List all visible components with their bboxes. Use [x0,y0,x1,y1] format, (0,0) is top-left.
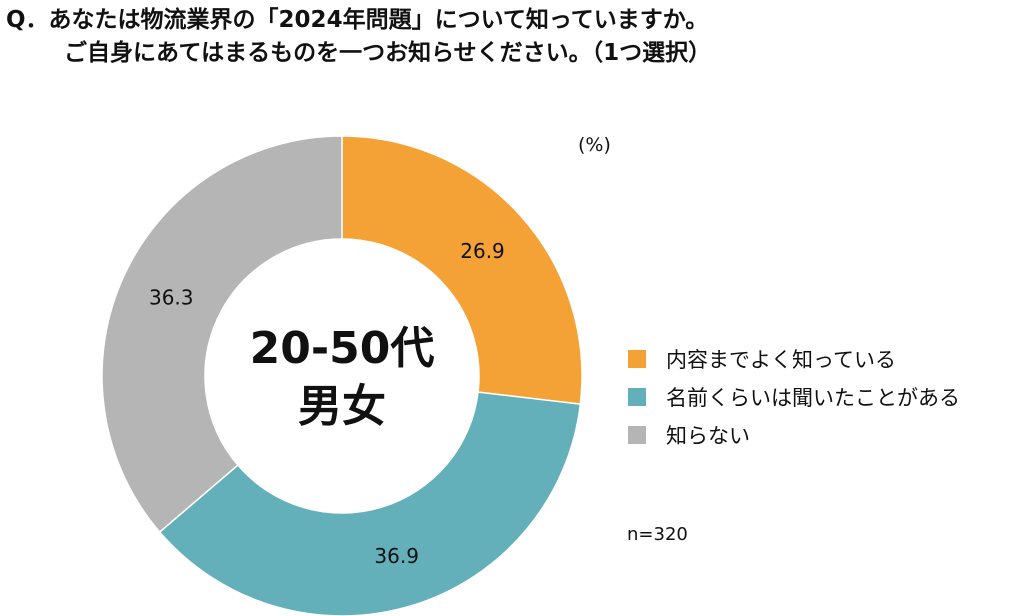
unit-label: (%) [578,134,611,156]
data-label: 26.9 [460,239,505,263]
data-label: 36.9 [374,544,419,568]
question-line-2: ご自身にあてはまるものを一つお知らせください。（1つ選択） [64,40,712,66]
legend-swatch [628,388,646,406]
center-label: 20-50代 男女 [205,320,479,436]
legend: 内容までよく知っている 名前くらいは聞いたことがある 知らない [628,340,960,454]
slice-2 [158,391,582,616]
question-title: Q．あなたは物流業界の「2024年問題」について知っていますか。 ご自身にあては… [6,4,711,70]
question-line-1: Q．あなたは物流業界の「2024年問題」について知っていますか。 [6,7,709,33]
legend-swatch [628,426,646,444]
legend-label: 名前くらいは聞いたことがある [666,386,960,410]
sample-size: n=320 [627,524,688,545]
legend-item: 知らない [628,416,960,454]
legend-label: 内容までよく知っている [666,348,896,372]
legend-swatch [628,350,646,368]
data-label: 36.3 [149,285,194,309]
slice-3 [101,135,343,534]
legend-item: 内容までよく知っている [628,340,960,378]
slice-1 [341,135,583,406]
center-label-line-1: 20-50代 [249,323,435,374]
legend-label: 知らない [666,424,750,448]
center-label-line-2: 男女 [298,381,386,432]
legend-item: 名前くらいは聞いたことがある [628,378,960,416]
